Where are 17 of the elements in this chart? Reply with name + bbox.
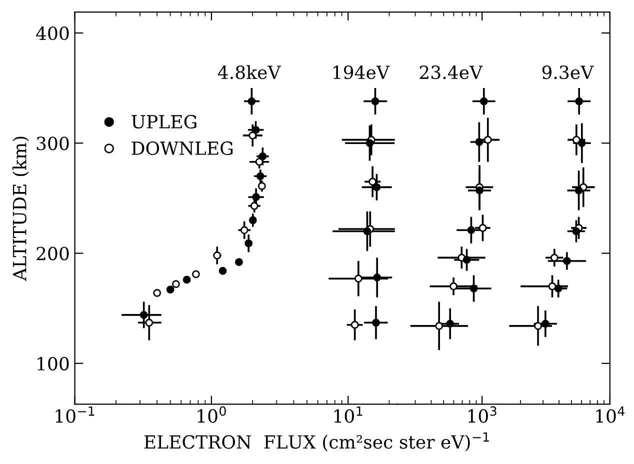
annotation: 9.3eV: [542, 65, 594, 80]
x-axis-title: ELECTRON FLUX (cm²sec ster eV)$^{−1}$: [144, 432, 489, 452]
y-tick-label: 100: [38, 356, 69, 371]
y-tick-label: 400: [36, 26, 69, 40]
x-tick-label: 10$^{−1}$: [56, 406, 94, 423]
legend-label: UPLEG: [132, 114, 196, 129]
y-axis-title: ALTITUDE (km): [12, 136, 29, 281]
legend-label: DOWNLEG: [132, 141, 233, 156]
y-tick-label: 300: [36, 136, 69, 150]
x-tick-label: 10$^{4}$: [596, 406, 624, 423]
x-tick-label: 10$^{3}$: [468, 406, 496, 423]
x-tick-label: 10$^{1}$: [334, 406, 362, 423]
y-tick-label: 200: [36, 246, 69, 260]
annotation: 23.4eV: [420, 65, 483, 80]
annotation: 194eV: [334, 65, 390, 80]
x-tick-label: 10$^{0}$: [198, 406, 226, 423]
annotation: 4.8keV: [218, 65, 282, 80]
